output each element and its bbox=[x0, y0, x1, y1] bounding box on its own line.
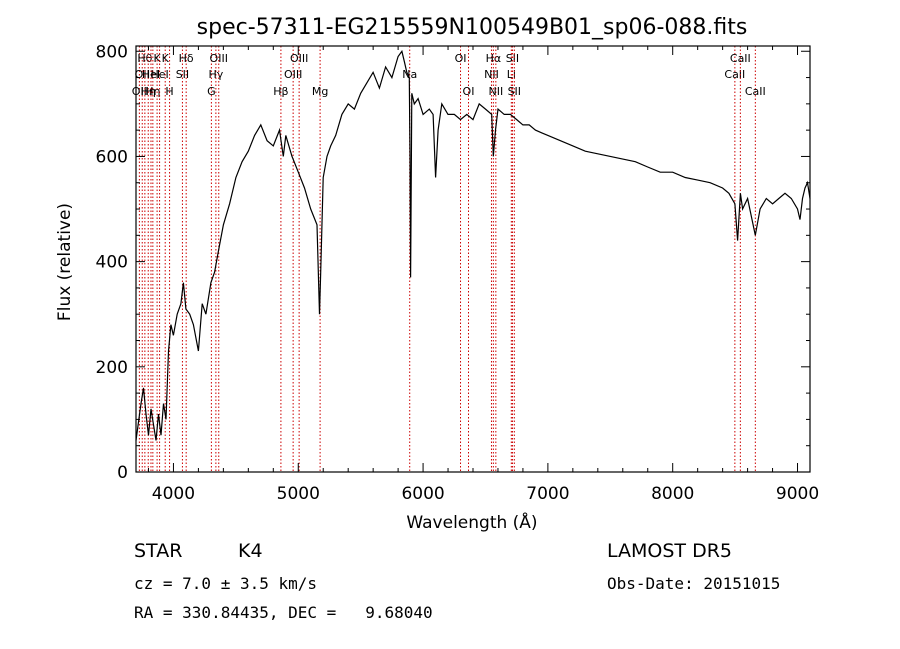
line-marker-label: SII bbox=[176, 68, 189, 81]
y-axis-label: Flux (relative) bbox=[55, 203, 75, 321]
survey-name: LAMOST DR5 bbox=[607, 540, 732, 562]
x-tick-label: 6000 bbox=[401, 484, 444, 504]
line-marker-label: H bbox=[165, 85, 173, 98]
coordinates: RA = 330.84435, DEC = 9.68040 bbox=[134, 603, 433, 622]
line-marker-label: Hη bbox=[141, 85, 156, 98]
x-tick-label: 9000 bbox=[776, 484, 819, 504]
line-marker-label: CaII bbox=[730, 52, 751, 65]
object-class: STAR bbox=[134, 540, 183, 562]
x-tick-label: 4000 bbox=[152, 484, 195, 504]
x-tick-label: 7000 bbox=[526, 484, 569, 504]
spectrum-line bbox=[135, 49, 811, 441]
plot-border bbox=[135, 45, 811, 473]
line-marker-label: K bbox=[162, 52, 170, 65]
line-marker-label: OI bbox=[463, 85, 475, 98]
line-marker-label: NII bbox=[488, 85, 503, 98]
y-tick-label: 200 bbox=[96, 358, 128, 378]
line-marker-label: NII bbox=[484, 68, 499, 81]
line-marker-label: Hη bbox=[145, 85, 160, 98]
line-marker-label: CaII bbox=[724, 68, 745, 81]
line-marker-label: HeI bbox=[142, 68, 160, 81]
line-marker-label: SII bbox=[506, 52, 519, 65]
y-tick-label: 800 bbox=[96, 42, 128, 62]
line-marker-label: OI bbox=[455, 52, 467, 65]
y-tick-label: 600 bbox=[96, 147, 128, 167]
chart-title: spec-57311-EG215559N100549B01_sp06-088.f… bbox=[197, 15, 748, 40]
velocity-readout: cz = 7.0 ± 3.5 km/s bbox=[134, 574, 318, 593]
line-marker-label: Hα bbox=[486, 52, 502, 65]
x-tick-label: 8000 bbox=[651, 484, 694, 504]
y-tick-label: 0 bbox=[117, 463, 128, 483]
obs-date: Obs-Date: 20151015 bbox=[607, 574, 781, 593]
line-marker-label: Hδ bbox=[179, 52, 194, 65]
line-marker-label: Li bbox=[507, 68, 516, 81]
spectral-line-markers: OIIOIIHθHηHeIHηKHeIKHSIIHδGHγOIIIHβOIIIO… bbox=[132, 46, 766, 472]
line-marker-label: CaII bbox=[745, 85, 766, 98]
line-marker-label: SII bbox=[508, 85, 521, 98]
x-axis-label: Wavelength (Å) bbox=[406, 511, 537, 533]
line-marker-label: Hβ bbox=[273, 85, 288, 98]
line-marker-label: Hθ bbox=[137, 52, 152, 65]
plot-frame bbox=[135, 45, 811, 473]
y-tick-label: 400 bbox=[96, 253, 128, 273]
x-tick-label: 5000 bbox=[277, 484, 320, 504]
line-marker-label: Mg bbox=[312, 85, 328, 98]
object-subclass: K4 bbox=[238, 540, 263, 562]
line-marker-label: OIII bbox=[284, 68, 302, 81]
line-marker-label: K bbox=[153, 52, 161, 65]
line-marker-label: OIII bbox=[290, 52, 308, 65]
line-marker-label: G bbox=[207, 85, 216, 98]
line-marker-label: Hγ bbox=[208, 68, 223, 81]
line-marker-label: OIII bbox=[210, 52, 228, 65]
axis-ticks: 4000 5000 6000 7000 8000 9000 0 200 400 600 800 bbox=[96, 42, 820, 504]
line-marker-label: HeI bbox=[150, 68, 168, 81]
